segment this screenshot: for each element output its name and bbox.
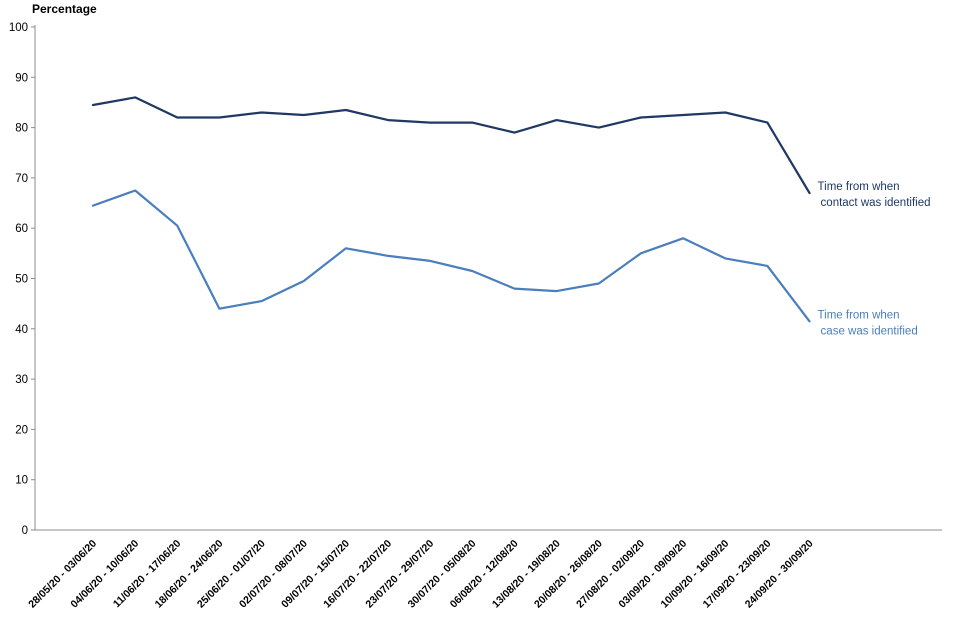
y-tick-label: 60 <box>15 223 28 235</box>
y-tick-label: 20 <box>15 424 28 436</box>
y-tick-label: 90 <box>15 72 28 84</box>
series-label-contact: Time from when contact was identified <box>818 181 931 209</box>
x-tick-label: 28/05/20 - 03/06/20 <box>26 538 99 611</box>
y-tick-label: 10 <box>15 475 28 487</box>
y-tick-label: 100 <box>9 22 28 34</box>
y-tick-label: 50 <box>15 274 28 286</box>
series-line-contact <box>91 96 811 195</box>
series-line-case <box>91 189 811 323</box>
series-label-case: Time from when case was identified <box>818 309 918 337</box>
y-tick-label: 30 <box>15 374 28 386</box>
y-axis-title: Percentage <box>32 2 97 16</box>
y-tick-label: 70 <box>15 173 28 185</box>
y-tick-label: 80 <box>15 123 28 135</box>
y-tick-label: 0 <box>22 525 28 537</box>
y-tick-label: 40 <box>15 324 28 336</box>
